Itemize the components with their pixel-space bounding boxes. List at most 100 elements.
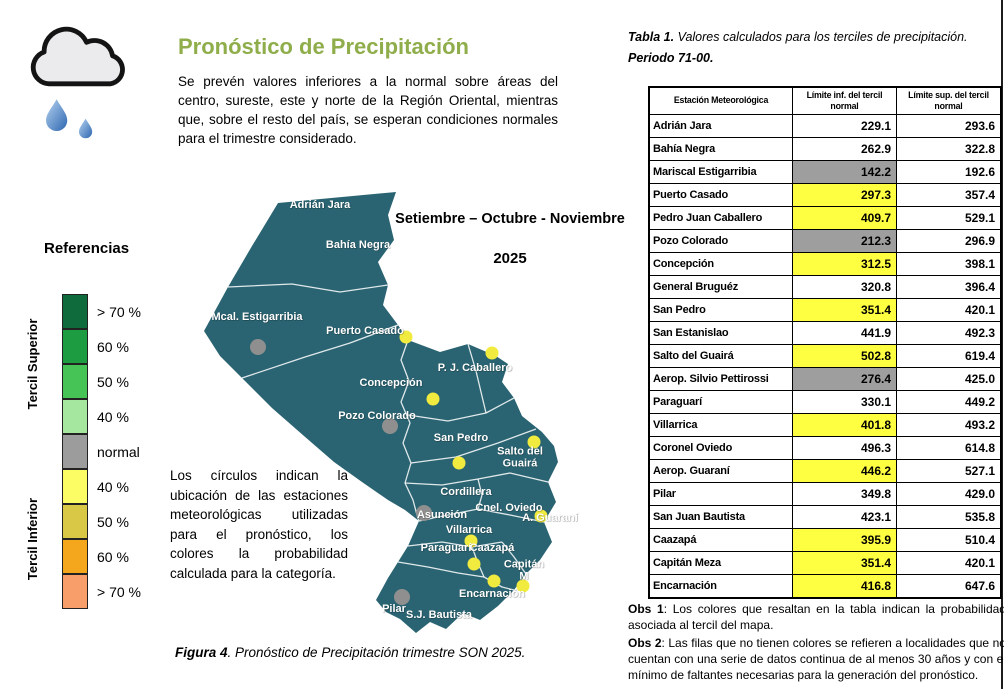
station-circle: [382, 418, 398, 434]
limit-sup-cell: 493.2: [896, 412, 1002, 437]
table-row: Bahía Negra 262.9 322.8: [648, 136, 1002, 161]
station-name-cell: Puerto Casado: [648, 182, 793, 207]
limit-sup-cell: 398.1: [896, 251, 1002, 276]
table-row: General Bruguéz 320.8 396.4: [648, 274, 1002, 299]
station-circle: [464, 534, 478, 548]
legend-item-label: > 70 %: [97, 303, 141, 320]
limit-sup-cell: 527.1: [896, 458, 1002, 483]
header-limit-inf: Límite inf. del tercil normal: [792, 86, 897, 115]
raindrop-small: [78, 118, 93, 139]
limit-sup-cell: 425.0: [896, 366, 1002, 391]
legend-item-label: 60 %: [97, 548, 129, 565]
limit-sup-cell: 396.4: [896, 274, 1002, 299]
legend-item: 50 %: [62, 503, 141, 539]
limit-sup-cell: 614.8: [896, 435, 1002, 460]
obs-note-prefix: Obs 1: [628, 602, 664, 616]
limit-sup-cell: 529.1: [896, 205, 1002, 230]
table-row: Encarnación 416.8 647.6: [648, 573, 1002, 599]
limit-inf-cell: 496.3: [792, 435, 897, 460]
limit-sup-cell: 357.4: [896, 182, 1002, 207]
limit-sup-cell: 510.4: [896, 527, 1002, 552]
station-name-cell: Pilar: [648, 481, 793, 506]
table-row: Pedro Juan Caballero 409.7 529.1: [648, 205, 1002, 230]
header-station: Estación Meteorológica: [648, 86, 793, 115]
table-row: Salto del Guairá 502.8 619.4: [648, 343, 1002, 368]
table-row: Pilar 349.8 429.0: [648, 481, 1002, 506]
map-region-label: Bahía Negra: [325, 238, 391, 251]
limit-inf-cell: 351.4: [792, 550, 897, 575]
limit-inf-cell: 351.4: [792, 297, 897, 322]
station-name-cell: Coronel Oviedo: [648, 435, 793, 460]
station-name-cell: Salto del Guairá: [648, 343, 793, 368]
obs-note-text: : Las filas que no tienen colores se ref…: [628, 636, 1004, 683]
legend-item-label: 60 %: [97, 338, 129, 355]
legend-item-label: 40 %: [97, 408, 129, 425]
limit-sup-cell: 293.6: [896, 113, 1002, 138]
limit-sup-cell: 420.1: [896, 550, 1002, 575]
tercil-superior-label: Tercil Superior: [25, 318, 40, 410]
map-region-label: Mcal. Estigarribia: [211, 310, 303, 323]
map-region-label: Asunción: [416, 508, 468, 521]
limit-sup-cell: 647.6: [896, 573, 1002, 599]
station-circle: [394, 589, 410, 605]
table-row: Capitán Meza 351.4 420.1: [648, 550, 1002, 575]
limit-inf-cell: 409.7: [792, 205, 897, 230]
station-name-cell: Adrián Jara: [648, 113, 793, 138]
limit-inf-cell: 320.8: [792, 274, 897, 299]
legend-color-swatch: [62, 573, 88, 609]
map-region-label: A. Guaraní: [522, 511, 578, 524]
page-title: Pronóstico de Precipitación: [178, 34, 469, 59]
table-period: Periodo 71-00.: [628, 51, 714, 65]
station-circle: [426, 392, 440, 406]
legend-color-swatch: [62, 433, 88, 469]
limit-sup-cell: 192.6: [896, 159, 1002, 184]
limit-inf-cell: 330.1: [792, 389, 897, 414]
limit-inf-cell: 142.2: [792, 159, 897, 184]
obs-note-prefix: Obs 2: [628, 636, 662, 651]
legend: Referencias Tercil Superior Tercil Infer…: [20, 240, 180, 630]
legend-item: 40 %: [62, 398, 141, 434]
table-row: Mariscal Estigarribia 142.2 192.6: [648, 159, 1002, 184]
table-row: Caazapá 395.9 510.4: [648, 527, 1002, 552]
table-row: Villarrica 401.8 493.2: [648, 412, 1002, 437]
limit-inf-cell: 297.3: [792, 182, 897, 207]
table-row: Coronel Oviedo 496.3 614.8: [648, 435, 1002, 460]
station-name-cell: Encarnación: [648, 573, 793, 599]
legend-color-swatch: [62, 363, 88, 399]
limit-inf-cell: 423.1: [792, 504, 897, 529]
legend-item: > 70 %: [62, 573, 141, 609]
station-name-cell: Bahía Negra: [648, 136, 793, 161]
station-name-cell: Pedro Juan Caballero: [648, 205, 793, 230]
forecast-description: Se prevén valores inferiores a la normal…: [178, 74, 558, 147]
station-name-cell: Aerop. Silvio Pettirossi: [648, 366, 793, 391]
legend-item: 60 %: [62, 538, 141, 574]
limit-sup-cell: 449.2: [896, 389, 1002, 414]
observations: Obs 1: Los colores que resaltan en la ta…: [628, 601, 1004, 685]
limit-inf-cell: 312.5: [792, 251, 897, 276]
station-name-cell: Caazapá: [648, 527, 793, 552]
station-name-cell: Paraguarí: [648, 389, 793, 414]
legend-item-label: > 70 %: [97, 583, 141, 600]
map-region-label: Puerto Casado: [326, 324, 404, 337]
legend-color-swatch: [62, 538, 88, 574]
legend-color-swatch: [62, 503, 88, 539]
table-title: Tabla 1. Valores calculados para los ter…: [628, 30, 1000, 44]
table-row: San Pedro 351.4 420.1: [648, 297, 1002, 322]
legend-item: 50 %: [62, 363, 141, 399]
limit-sup-cell: 429.0: [896, 481, 1002, 506]
figure-caption: Figura 4. Pronóstico de Precipitación tr…: [175, 645, 525, 660]
limit-sup-cell: 492.3: [896, 320, 1002, 345]
station-name-cell: Villarrica: [648, 412, 793, 437]
station-name-cell: Capitán Meza: [648, 550, 793, 575]
obs-note-text: : Los colores que resaltan en la tabla i…: [628, 602, 1004, 633]
season-year: 2025: [493, 250, 527, 267]
table-row: San Estanislao 441.9 492.3: [648, 320, 1002, 345]
legend-color-swatch: [62, 328, 88, 364]
map-region-label: Paraguarí: [420, 541, 472, 554]
station-name-cell: Aerop. Guaraní: [648, 458, 793, 483]
legend-item-label: 50 %: [97, 373, 129, 390]
map-region-label: Concepción: [359, 376, 423, 389]
page-right-border: [1001, 0, 1003, 689]
limit-inf-cell: 446.2: [792, 458, 897, 483]
